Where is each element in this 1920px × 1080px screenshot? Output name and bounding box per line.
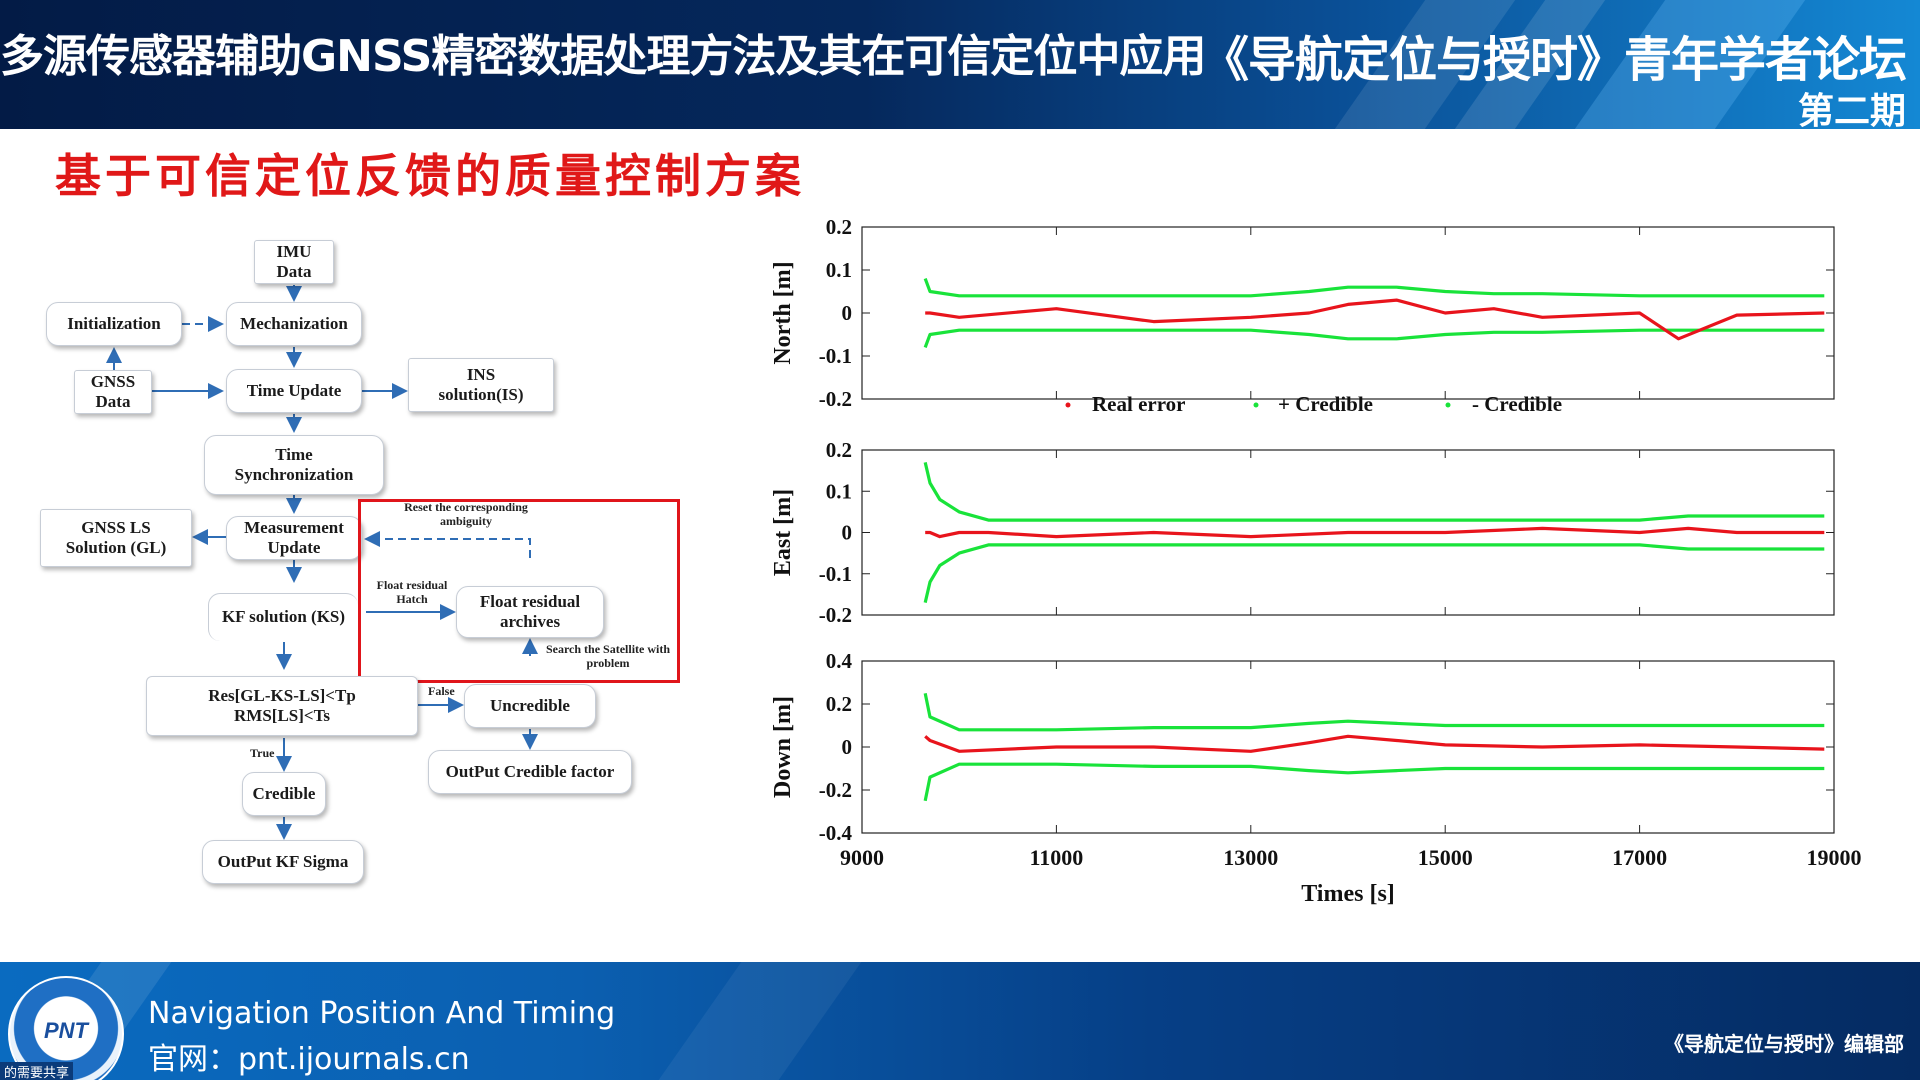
series-minus-credible [923,762,1825,802]
series-plus-credible [923,278,1825,298]
journal-website: 官网：pnt.ijournals.cn [148,1042,470,1077]
legend-plus-credible: + Credible [1278,392,1373,416]
slide-title: 基于可信定位反馈的质量控制方案 [55,149,805,203]
footer-banner: PNT Navigation Position And Timing 官网：pn… [0,962,1920,1080]
float-residual-hatch-label: Float residual Hatch [376,578,448,607]
series-plus-credible [923,692,1825,732]
legend-minus-credible-marker [1445,402,1451,408]
x-tick-label: 13000 [1223,845,1278,870]
y-tick-label: 0 [842,735,853,759]
measurement-update-node: Measurement Update [226,516,362,560]
y-tick-label: 0 [842,301,853,325]
x-axis-label: Times [s] [1301,881,1395,907]
legend-minus-credible: - Credible [1472,392,1562,416]
y-axis-label: Down [m] [770,696,796,798]
legend-real-error-marker [1065,402,1071,408]
legend-plus-credible-marker [1253,402,1259,408]
kf-solution-node: KF solution (KS) [208,593,358,641]
false-label: False [428,684,455,698]
forum-title: 《导航定位与授时》青年学者论坛 [1200,32,1907,88]
header-title: 多源传感器辅助GNSS精密数据处理方法及其在可信定位中应用 [0,31,1206,82]
y-axis-label: East [m] [770,489,796,576]
series-minus-credible [923,543,1825,603]
corner-caption: 的需要共享 [0,1062,74,1080]
y-tick-label: -0.4 [819,821,853,845]
y-tick-label: -0.1 [819,562,852,586]
output-credible-factor-node: OutPut Credible factor [428,750,632,794]
credible-node: Credible [242,772,326,816]
y-tick-label: 0.1 [826,479,852,503]
series-real-error [925,526,1825,539]
reset-ambiguity-label: Reset the corresponding ambiguity [404,500,528,529]
mechanization-node: Mechanization [226,302,362,346]
x-tick-label: 19000 [1807,845,1862,870]
y-tick-label: -0.2 [819,603,852,627]
issue-label: 第二期 [1797,91,1906,129]
uncredible-node: Uncredible [464,684,596,728]
ins-solution-node: INS solution(IS) [408,358,554,412]
error-chart: 0.2 0.1 0 -0.1 -0.2 North [m] 0.2 0.1 0 -0.1 -0.2 E… [770,215,1862,907]
flowchart-connectors [106,285,538,840]
initialization-node: Initialization [46,302,182,346]
gnss-ls-solution-node: GNSS LS Solution (GL) [40,509,192,567]
float-residual-archives-node: Float residual archives [456,586,604,638]
legend-real-error: Real error [1092,392,1185,416]
logo-text: PNT [44,1018,88,1043]
y-tick-label: 0.2 [826,438,852,462]
chart-panels: 0.2 0.1 0 -0.1 -0.2 North [m] 0.2 0.1 0 -0.1 -0.2 E… [770,215,1862,870]
y-tick-label: 0.2 [826,692,852,716]
x-tick-label: 15000 [1418,845,1473,870]
series-plus-credible [923,462,1825,522]
search-satellite-label: Search the Satellite with problem [545,642,671,671]
y-tick-label: 0 [842,521,853,545]
x-tick-label: 17000 [1612,845,1667,870]
true-label: True [250,746,275,760]
x-tick-label: 11000 [1030,845,1084,870]
series-real-error [924,734,1825,753]
chart-legend: Real error + Credible - Credible [1065,392,1562,416]
editorial-department: 《导航定位与授时》编辑部 [1664,1032,1904,1056]
y-axis-label: North [m] [770,261,796,364]
output-kf-sigma-node: OutPut KF Sigma [202,840,364,884]
imu-data-node: IMU Data [254,240,334,284]
series-real-error [925,298,1825,341]
y-tick-label: -0.1 [819,344,852,368]
x-tick-label: 9000 [840,845,884,870]
flowchart: IMU Data Initialization Mechanization GN… [0,0,720,900]
y-tick-label: -0.2 [819,387,852,411]
gnss-data-node: GNSS Data [74,370,152,414]
y-tick-label: 0.4 [826,649,853,673]
header-banner: 多源传感器辅助GNSS精密数据处理方法及其在可信定位中应用 《导航定位与授时》青… [0,0,1920,129]
y-tick-label: -0.2 [819,778,852,802]
time-update-node: Time Update [226,369,362,413]
time-sync-node: Time Synchronization [204,435,384,495]
y-tick-label: 0.2 [826,215,852,239]
consistency-test-node: Res[GL-KS-LS]<Tp RMS[LS]<Ts [146,676,418,736]
quality-control-box [358,499,680,683]
y-tick-label: 0.1 [826,258,852,282]
journal-name: Navigation Position And Timing [148,996,616,1031]
series-minus-credible [923,328,1825,348]
